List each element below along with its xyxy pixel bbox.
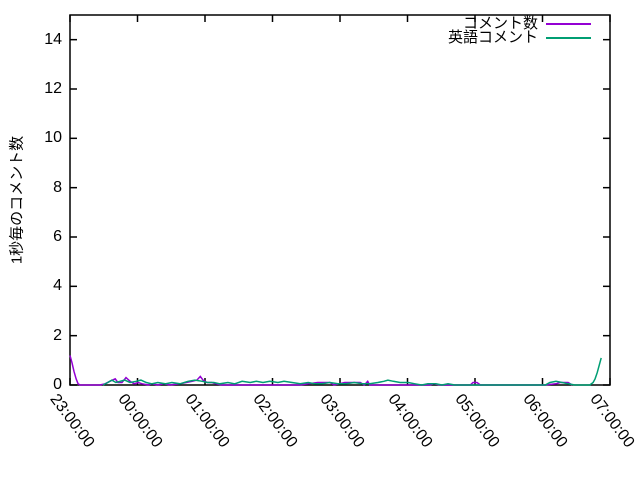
legend-swatch-line (546, 23, 591, 25)
series-line-1 (102, 357, 602, 386)
y-tick-label: 2 (53, 326, 62, 344)
y-tick-label: 0 (53, 376, 62, 393)
y-tick-label: 10 (44, 129, 62, 147)
y-tick-label: 14 (44, 30, 62, 48)
plot-border (69, 14, 611, 386)
y-tick-label: 4 (53, 277, 62, 295)
legend-label: コメント数 (462, 15, 538, 32)
y-tick-label: 6 (53, 228, 62, 245)
legend-swatch-line (546, 37, 591, 39)
series-line-0 (69, 355, 573, 386)
y-tick-label: 8 (53, 178, 62, 196)
legend-label: 英語コメント (447, 29, 538, 46)
y-tick-label: 12 (44, 80, 62, 97)
